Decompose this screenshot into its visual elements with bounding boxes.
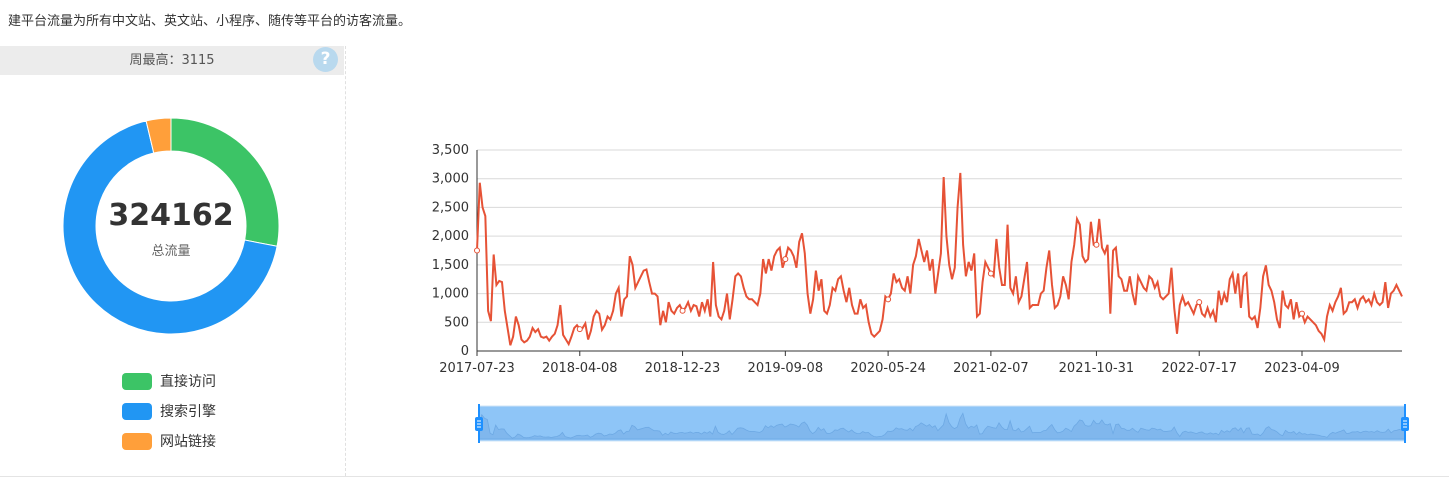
legend-item-links[interactable]: 网站链接	[122, 426, 216, 456]
y-tick-label: 3,000	[432, 172, 469, 187]
bottom-divider	[0, 476, 1449, 477]
y-tick-label: 500	[444, 315, 469, 330]
weekly-peak-label: 周最高：	[129, 53, 182, 68]
data-point[interactable]	[474, 247, 480, 254]
data-point[interactable]	[576, 326, 583, 333]
x-tick-label: 2021-02-07	[953, 361, 1029, 376]
data-point[interactable]	[1196, 299, 1203, 306]
x-tick-label: 2020-05-24	[850, 361, 926, 376]
traffic-series-line	[476, 172, 1403, 347]
traffic-summary-panel: 周最高：3115 ? 324162 总流量 直接访问 搜索引擎 网站链接	[0, 46, 346, 476]
data-point[interactable]	[987, 270, 994, 277]
data-zoom-slider[interactable]	[475, 404, 1409, 443]
legend-swatch-direct	[122, 372, 152, 390]
y-tick-label: 2,500	[432, 200, 469, 215]
legend-label-search: 搜索引擎	[160, 404, 216, 420]
zoom-preview-area	[478, 412, 1406, 440]
y-tick-label: 2,000	[432, 229, 469, 244]
donut-legend: 直接访问 搜索引擎 网站链接	[122, 366, 216, 456]
legend-swatch-search	[122, 402, 152, 420]
data-point[interactable]	[679, 307, 686, 314]
page-description: 建平台流量为所有中文站、英文站、小程序、随传等平台的访客流量。	[8, 14, 412, 29]
data-point[interactable]	[1093, 241, 1100, 248]
weekly-peak-value: 3115	[181, 53, 215, 68]
legend-label-links: 网站链接	[160, 434, 216, 450]
legend-swatch-links	[122, 432, 152, 450]
legend-item-search[interactable]: 搜索引擎	[122, 396, 216, 426]
x-tick-label: 2017-07-23	[439, 361, 515, 376]
legend-label-direct: 直接访问	[160, 374, 216, 390]
y-tick-label: 0	[461, 344, 469, 359]
help-icon[interactable]: ?	[313, 47, 338, 72]
x-tick-label: 2018-12-23	[645, 361, 721, 376]
weekly-peak-bar: 周最高：3115	[0, 46, 344, 75]
data-point[interactable]	[1299, 310, 1305, 317]
legend-item-direct[interactable]: 直接访问	[122, 366, 216, 396]
donut-total-label: 总流量	[151, 244, 190, 259]
data-point[interactable]	[782, 256, 789, 263]
y-tick-label: 1,000	[432, 287, 469, 302]
y-tick-label: 1,500	[432, 258, 469, 273]
traffic-donut-chart: 324162 总流量	[62, 117, 280, 335]
x-tick-label: 2018-04-08	[542, 361, 618, 376]
data-point[interactable]	[885, 296, 892, 303]
donut-total-value: 324162	[108, 198, 233, 233]
y-tick-label: 3,500	[432, 143, 469, 158]
donut-slice-links[interactable]	[145, 117, 172, 154]
x-tick-label: 2023-04-09	[1264, 361, 1340, 376]
x-tick-label: 2022-07-17	[1161, 361, 1237, 376]
donut-slice-search[interactable]	[62, 120, 278, 335]
x-tick-label: 2019-09-08	[748, 361, 824, 376]
x-tick-label: 2021-10-31	[1059, 361, 1135, 376]
